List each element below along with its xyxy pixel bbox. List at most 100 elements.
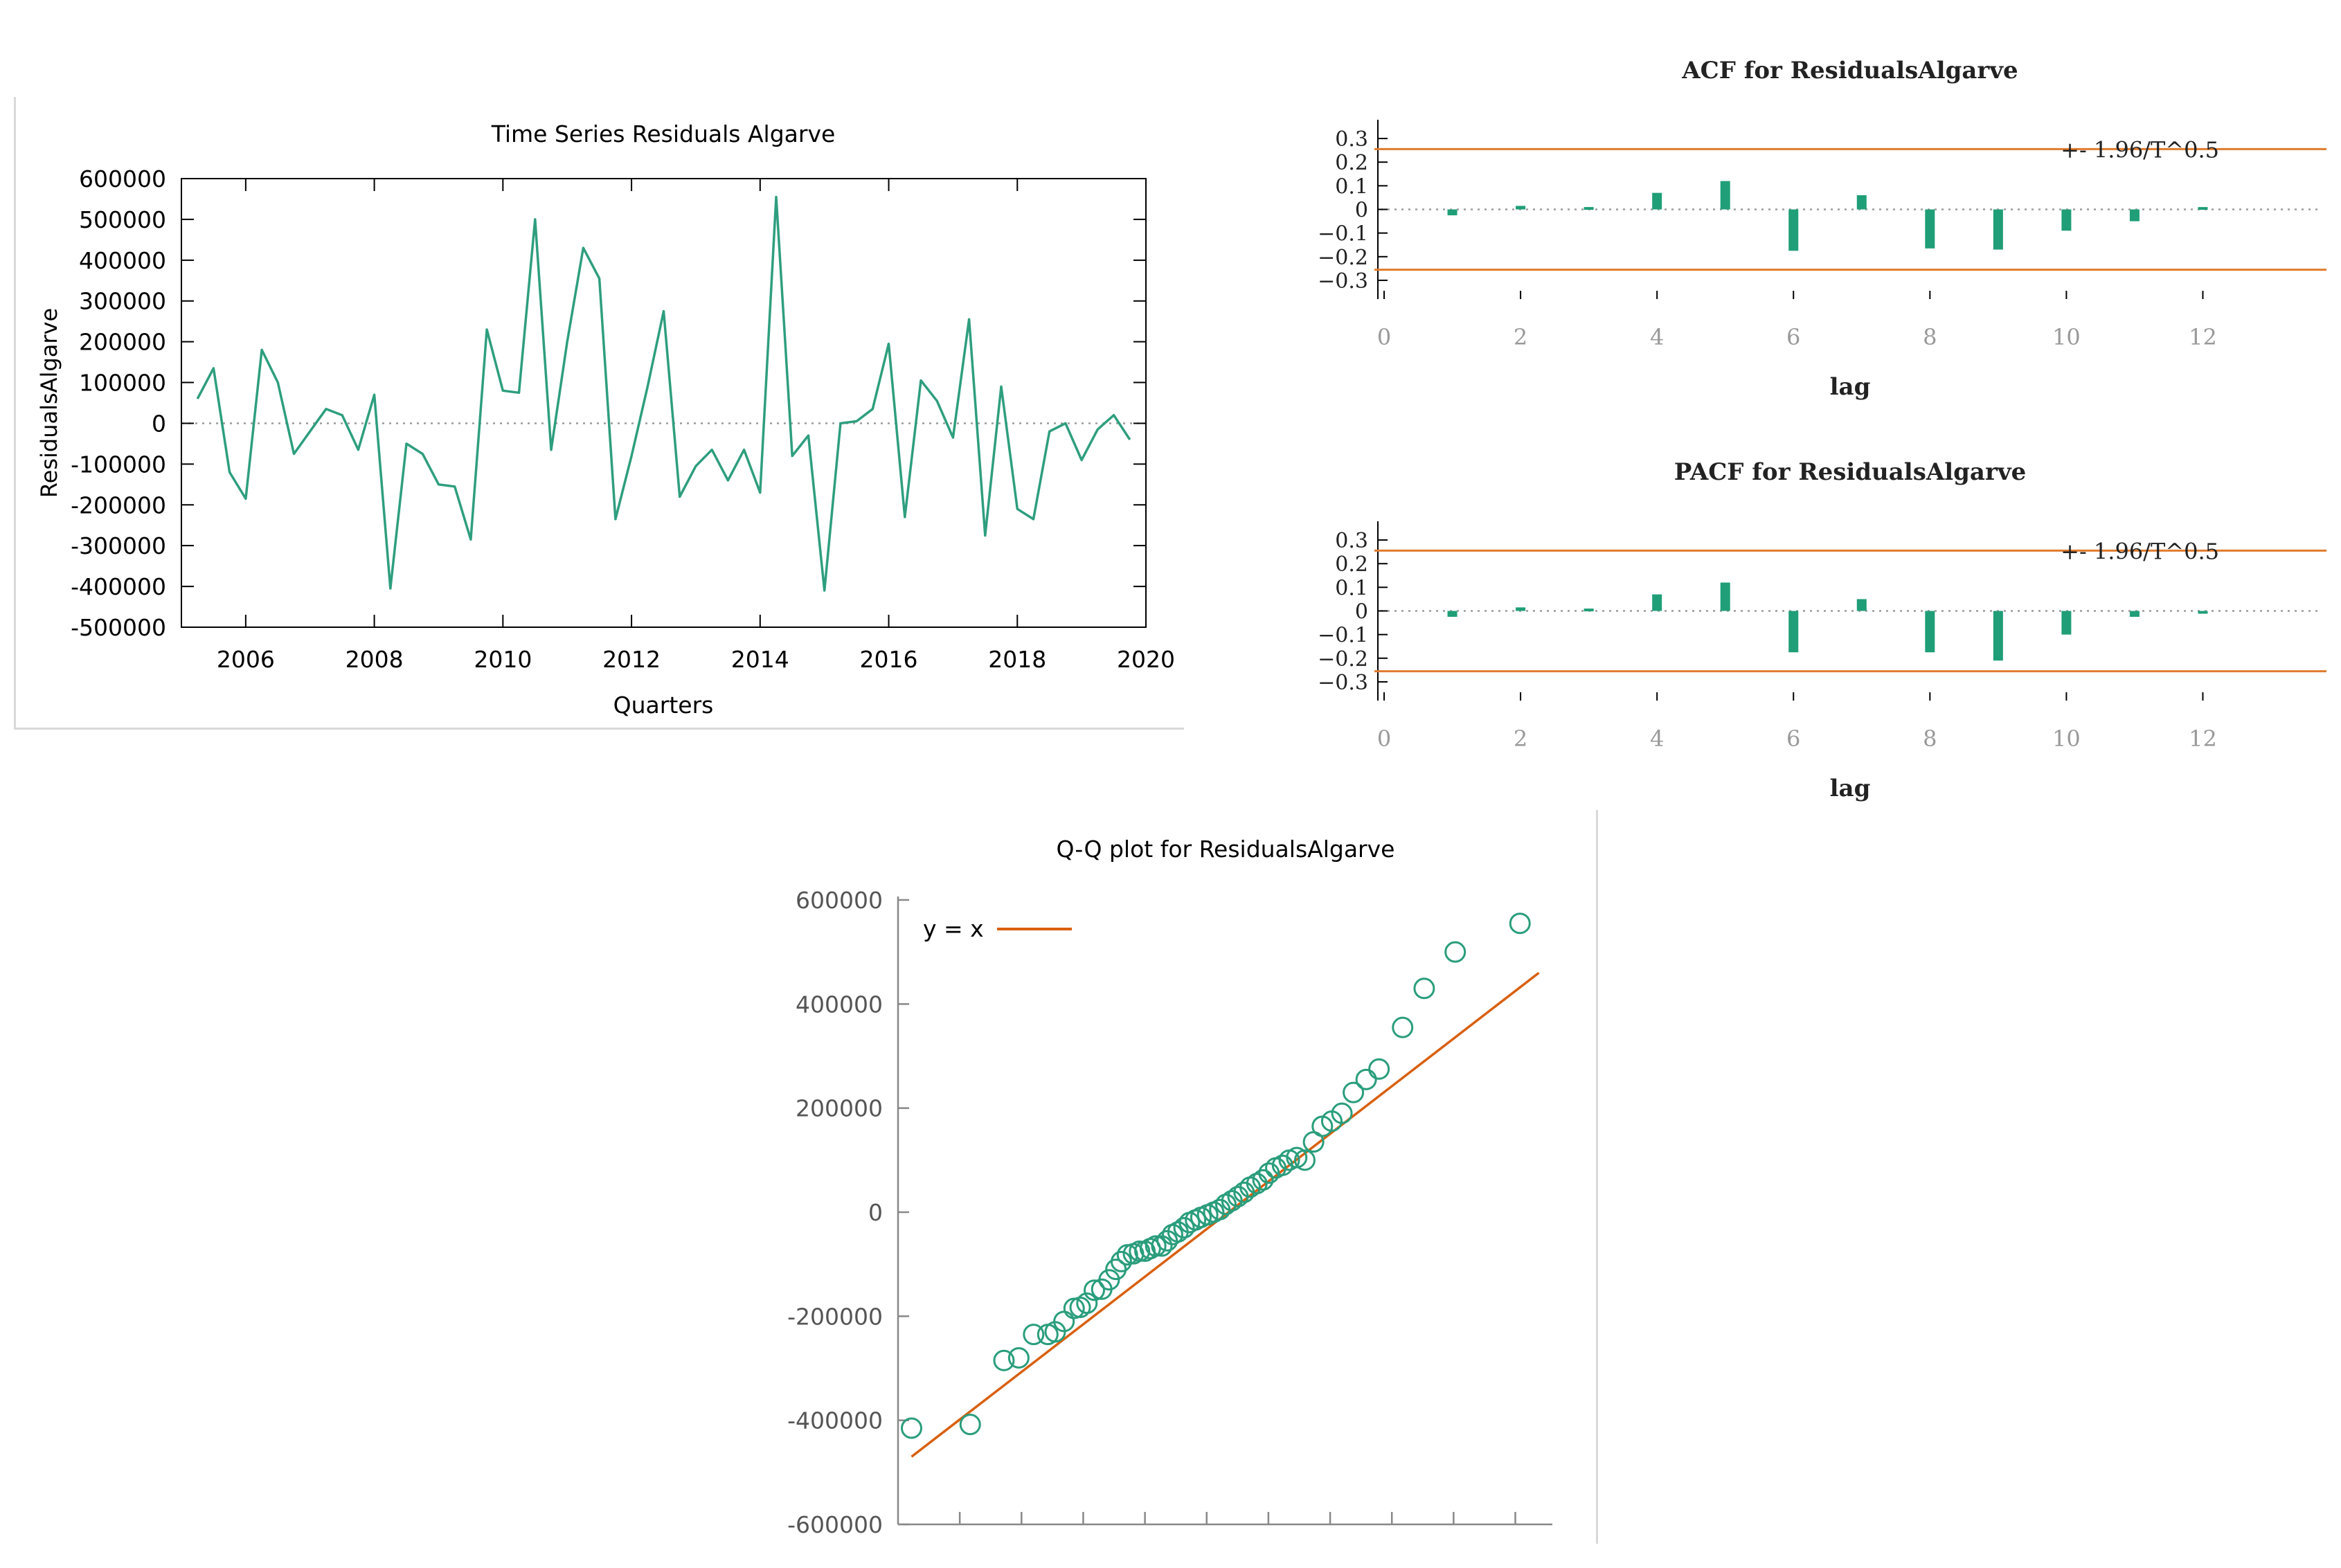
pacf-bar-lag-10 [2061,611,2072,635]
acf-bar-lag-2 [1516,206,1526,210]
pacf-bar-lag-1 [1447,611,1457,618]
acf-x-axis-label: lag [1830,373,1871,401]
qq-ytick-label: 200000 [796,1095,883,1122]
acf-xtick-label: 6 [1786,324,1800,350]
qq-point [1444,941,1467,963]
ts-ytick-label: 100000 [79,370,166,397]
ts-xtick-label: 2006 [217,646,275,673]
qq-ytick-label: 400000 [796,991,883,1018]
qq-point [1413,977,1435,1000]
ts-ytick-label: 200000 [79,329,166,356]
acf-bar-lag-12 [2198,207,2208,210]
acf-ytick-label: 0.3 [1335,127,1368,152]
ts-y-axis-label: ResidualsAlgarve [36,308,62,498]
acf-bound-label: +- 1.96/T^0.5 [2061,136,2219,163]
acf-bar-lag-1 [1447,209,1457,216]
qq-point [1286,1146,1308,1169]
qq-chart-title: Q-Q plot for ResidualsAlgarve [1057,836,1395,863]
ts-ytick-label: 0 [152,410,166,437]
pacf-bar-lag-7 [1856,599,1867,611]
pacf-xtick-label: 2 [1514,726,1527,752]
pacf-ytick-label: 0.2 [1335,552,1368,577]
pacf-bar-lag-12 [2198,611,2208,614]
qq-ytick-label: -400000 [787,1407,883,1434]
acf-bar-lag-3 [1584,207,1594,210]
ts-xtick-label: 2012 [602,646,661,673]
acf-xtick-label: 2 [1514,324,1527,350]
acf-ytick-label: 0 [1355,199,1368,223]
ts-xtick-label: 2016 [860,646,918,673]
qq-point [900,1417,922,1439]
ts-plot-frame [181,178,1147,628]
acf-ytick-label: −0.1 [1318,222,1368,246]
qq-point [1151,1235,1173,1257]
acf-xtick-label: 10 [2052,324,2081,350]
pacf-xtick-label: 4 [1650,726,1664,752]
ts-ytick-label: -300000 [71,532,166,559]
qq-point [1084,1279,1105,1301]
ts-xtick-label: 2020 [1117,646,1175,673]
pacf-ytick-label: −0.3 [1318,671,1368,695]
ts-xtick-label: 2014 [731,646,789,673]
acf-xtick-label: 8 [1923,324,1937,350]
pacf-bar-lag-4 [1652,594,1662,611]
ts-xtick-label: 2008 [346,646,404,673]
ts-ytick-label: -400000 [71,573,166,600]
qq-point [1509,912,1531,935]
qq-point [1214,1193,1237,1216]
pacf-chart-title: PACF for ResidualsAlgarve [1674,458,2027,486]
pacf-x-axis-label: lag [1830,775,1871,802]
acf-xtick-label: 4 [1650,324,1664,350]
acf-bar-lag-6 [1788,209,1799,251]
acf-xtick-label: 12 [2189,324,2217,350]
acf-bar-lag-5 [1720,181,1730,210]
ts-x-axis-label: Quarters [613,692,714,719]
acf-bar-lag-4 [1652,192,1662,210]
acf-xtick-label: 0 [1377,324,1391,350]
ts-ytick-label: 400000 [79,247,166,274]
pacf-xtick-label: 12 [2189,726,2217,752]
panel-divider-left [14,97,16,728]
ts-series-line [196,195,1131,592]
pacf-bar-lag-6 [1788,611,1799,653]
ts-ytick-label: -200000 [71,492,166,519]
acf-ytick-label: −0.2 [1318,246,1368,270]
qq-point [1392,1016,1414,1038]
ts-ytick-label: -100000 [71,451,166,478]
pacf-xtick-label: 6 [1786,726,1800,752]
pacf-xtick-label: 8 [1923,726,1937,752]
acf-bar-lag-11 [2129,209,2140,222]
pacf-bar-lag-5 [1720,582,1730,611]
qq-point [959,1414,981,1436]
qq-point [1293,1149,1316,1171]
acf-ytick-label: −0.3 [1318,269,1368,294]
acf-bar-lag-8 [1925,209,1935,249]
pacf-ytick-label: 0.3 [1335,529,1368,553]
pacf-ytick-label: −0.2 [1318,647,1368,672]
qq-point [1173,1217,1195,1239]
ts-ytick-label: 600000 [79,165,166,192]
ts-ytick-label: 300000 [79,288,166,315]
pacf-bar-lag-3 [1584,609,1594,612]
qq-point [1331,1102,1353,1124]
pacf-xtick-label: 10 [2052,726,2081,752]
pacf-ytick-label: 0 [1355,600,1368,624]
acf-bar-lag-7 [1856,195,1867,210]
acf-ytick-label: 0.2 [1335,151,1368,175]
pacf-ytick-label: −0.1 [1318,624,1368,648]
qq-point [1368,1058,1390,1080]
acf-bar-lag-9 [1993,209,2003,250]
qq-point [1129,1240,1151,1262]
acf-bar-lag-10 [2061,209,2072,231]
pacf-bar-lag-11 [2129,611,2140,618]
ts-ytick-label: -500000 [71,614,166,641]
pacf-ytick-label: 0.1 [1335,576,1368,600]
pacf-xtick-label: 0 [1377,726,1391,752]
qq-point [1007,1346,1030,1369]
pacf-bar-lag-2 [1516,607,1526,611]
qq-ytick-label: 600000 [796,887,883,914]
qq-point [1145,1235,1167,1257]
qq-point [1355,1068,1377,1090]
qq-point [1023,1324,1045,1346]
